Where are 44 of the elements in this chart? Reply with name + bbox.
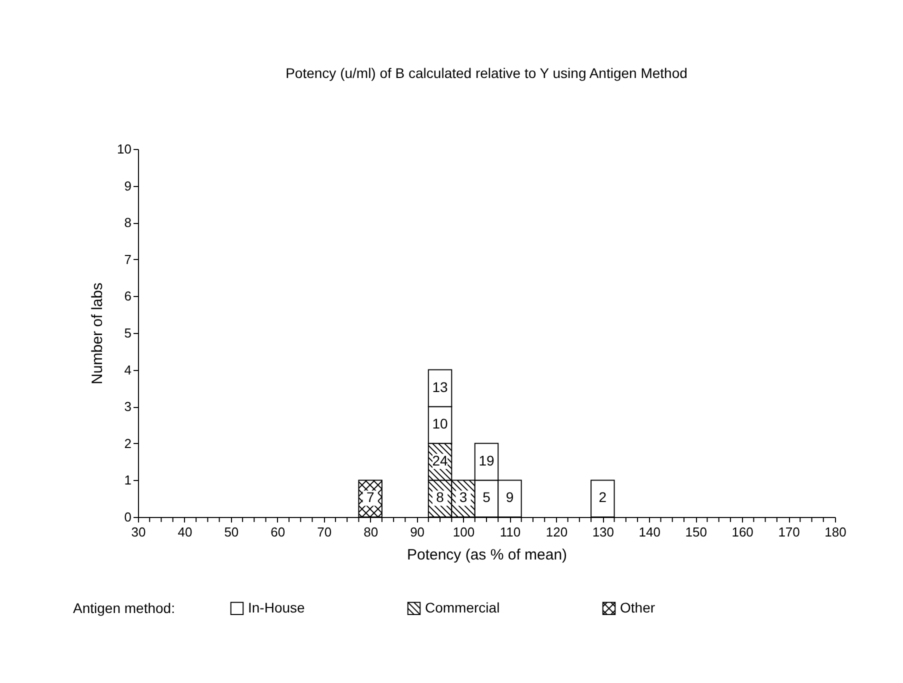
x-tick-label: 50	[224, 524, 239, 540]
x-tick-label: 130	[592, 524, 614, 540]
x-tick-label: 120	[546, 524, 568, 540]
legend-label: Other	[620, 599, 656, 616]
y-tick-label: 7	[124, 252, 132, 267]
x-tick-label: 150	[685, 524, 707, 540]
x-tick-label: 170	[778, 524, 800, 540]
annotation: 5	[482, 489, 491, 506]
y-tick-label: 0	[124, 510, 132, 524]
y-tick-label: 3	[124, 399, 132, 414]
x-tick-label: 60	[270, 524, 286, 540]
x-tick-label: 140	[638, 524, 660, 540]
y-tick-label: 9	[124, 178, 132, 194]
y-tick-label: 8	[124, 215, 132, 230]
x-tick-label: 110	[500, 524, 521, 540]
y-tick-label: 2	[124, 436, 132, 451]
y-axis-title: Number of labs	[89, 282, 106, 384]
y-tick-label: 4	[124, 362, 132, 378]
x-tick-label: 30	[131, 524, 146, 540]
annotation: 2	[598, 489, 607, 506]
annotation: 10	[432, 416, 448, 432]
x-tick-label: 180	[824, 524, 846, 540]
legend-title: Antigen method:	[73, 600, 175, 616]
annotation: 7	[366, 489, 374, 506]
x-axis-title: Potency (as % of mean)	[406, 546, 568, 564]
legend-label: Commercial	[425, 599, 500, 616]
annotation: 24	[432, 452, 448, 468]
y-tick-label: 1	[124, 472, 132, 488]
annotation: 3	[459, 489, 468, 506]
x-tick-label: 160	[732, 524, 754, 540]
y-tick-label: 6	[124, 288, 132, 304]
y-tick-label: 5	[124, 326, 132, 340]
annotation: 19	[478, 452, 494, 468]
annotation: 13	[432, 378, 448, 395]
legend-label: In-House	[248, 599, 306, 616]
annotation: 9	[506, 489, 514, 506]
chart-title: Potency (u/ml) of B calculated relative to Y using Antigen Method	[286, 65, 688, 81]
x-tick-label: 100	[452, 524, 475, 540]
x-tick-label: 40	[178, 524, 192, 540]
x-tick-label: 90	[410, 524, 425, 540]
y-tick-label: 10	[117, 142, 132, 156]
x-tick-label: 70	[317, 524, 332, 540]
x-tick-label: 80	[364, 524, 378, 540]
annotation: 8	[436, 489, 444, 506]
